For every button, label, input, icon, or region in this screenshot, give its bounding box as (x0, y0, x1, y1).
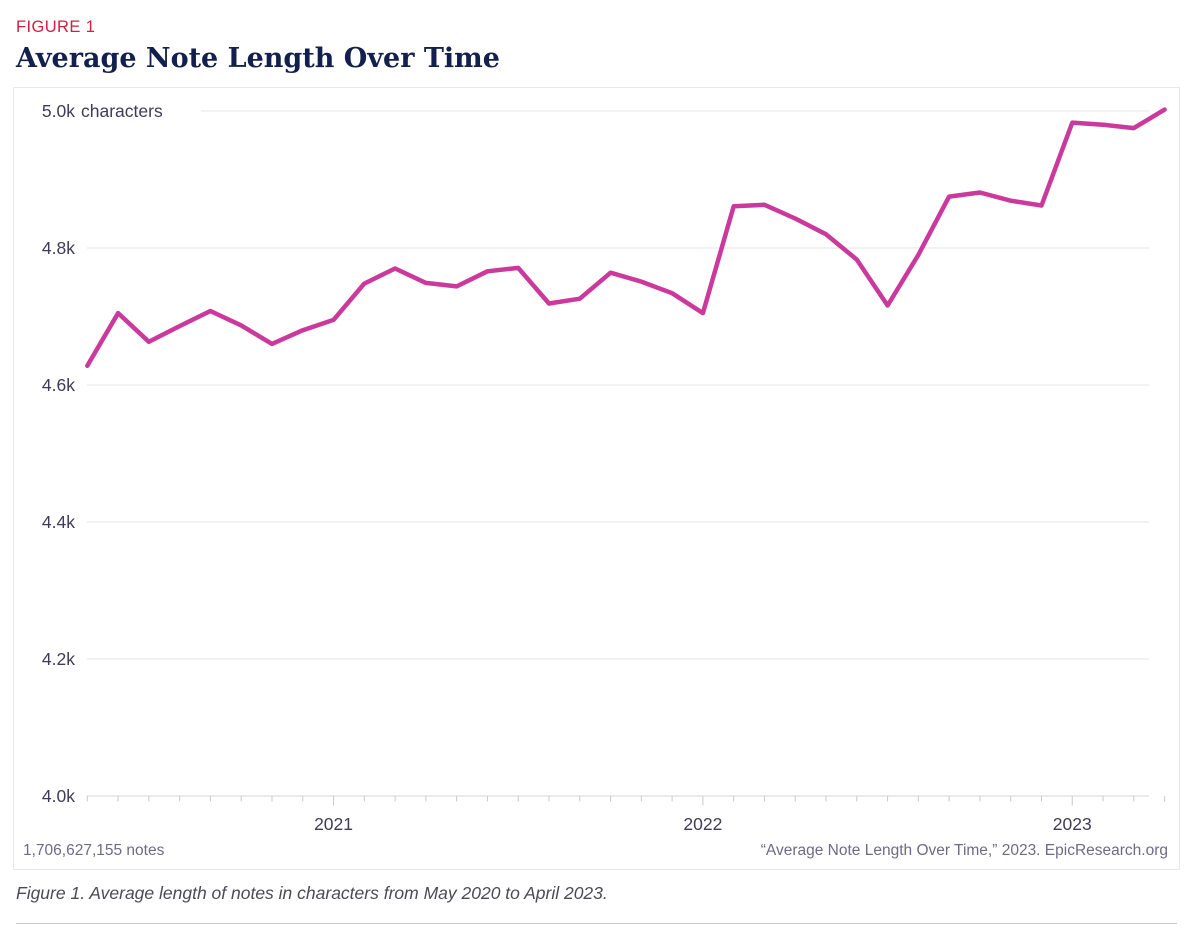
y-axis-label: 4.2k (42, 649, 75, 669)
chart-footer: 1,706,627,155 notes “Average Note Length… (14, 842, 1179, 860)
page: FIGURE 1 Average Note Length Over Time 5… (0, 18, 1193, 950)
x-axis-year-label: 2022 (683, 814, 722, 834)
x-axis-year-label: 2021 (314, 814, 353, 834)
notes-count: 1,706,627,155 notes (23, 842, 165, 859)
source-citation: “Average Note Length Over Time,” 2023. E… (760, 842, 1168, 859)
bottom-divider (16, 923, 1177, 924)
y-axis-label: 4.8k (42, 238, 75, 258)
x-axis-year-label: 2023 (1053, 814, 1092, 834)
figure-caption: Figure 1. Average length of notes in cha… (16, 883, 608, 903)
figure-label: FIGURE 1 (16, 18, 96, 36)
y-axis-unit-label: characters (81, 101, 163, 121)
y-axis-label: 4.4k (42, 512, 75, 532)
series-line[interactable] (85, 107, 1167, 369)
y-axis-label: 5.0k (42, 101, 75, 121)
y-axis-label: 4.0k (42, 786, 75, 806)
page-title: Average Note Length Over Time (16, 43, 500, 74)
line-chart: 5.0k characters 4.8k 4.6k 4.4k 4.2k 4.0k 2021 20… (42, 101, 1167, 834)
chart-card: 5.0k characters 4.8k 4.6k 4.4k 4.2k 4.0k 2021 20… (13, 87, 1180, 870)
y-axis-label: 4.6k (42, 375, 75, 395)
